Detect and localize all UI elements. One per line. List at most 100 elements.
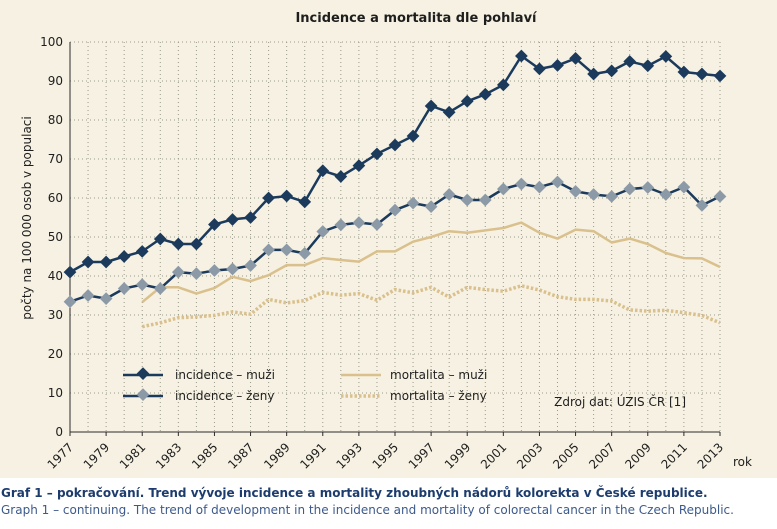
series-1-point	[569, 185, 582, 198]
series-0-point	[713, 69, 727, 83]
x-tick-label: 2003	[514, 440, 545, 471]
caption-czech: Graf 1 – pokračování. Trend vývoje incid…	[1, 486, 708, 500]
x-axis-label: rok	[733, 455, 752, 469]
series-1-point	[533, 180, 546, 194]
x-tick-label: 2011	[659, 440, 690, 471]
series-1-point	[605, 190, 619, 203]
axes	[69, 42, 721, 436]
series-1-point	[515, 177, 528, 191]
x-tick-label: 1987	[225, 440, 256, 471]
series-1-point	[153, 282, 167, 295]
x-tick-label: 1983	[153, 440, 184, 471]
series-1-point	[370, 218, 384, 231]
series-1-point	[262, 243, 275, 257]
series-0-point	[298, 195, 312, 209]
chart-figure: Incidence a mortalita dle pohlaví 0 10 20 3…	[0, 0, 777, 478]
x-tick-label: 1979	[81, 440, 112, 471]
series-0-point	[460, 94, 474, 108]
legend-label-mortalita-muzi: mortalita – muži	[390, 368, 487, 382]
y-tick-label: 90	[48, 74, 63, 88]
series-1-point	[478, 193, 492, 207]
y-tick-label: 50	[48, 230, 63, 244]
series-1-point	[424, 200, 438, 213]
x-tick-label: 2013	[695, 440, 726, 471]
series-1-point	[713, 190, 727, 203]
line-chart: Incidence a mortalita dle pohlaví 0 10 20 3…	[20, 11, 752, 472]
series-0-point	[442, 105, 456, 119]
series-0-point	[153, 232, 167, 246]
series-1-point	[316, 225, 330, 238]
series-1-point	[587, 188, 600, 201]
x-tick-label: 1995	[370, 440, 401, 471]
series-1-point	[99, 292, 113, 305]
series-1-point	[641, 181, 655, 194]
legend-label-mortalita-zeny: mortalita – ženy	[390, 389, 487, 403]
x-tick-label: 2009	[622, 440, 653, 471]
series-0-point	[99, 255, 113, 269]
legend-label-incidence-zeny: incidence – ženy	[175, 389, 274, 403]
series-1-point	[388, 203, 402, 217]
series-0-point	[171, 237, 185, 251]
series-0-point	[208, 218, 221, 231]
x-tick-label: 1999	[442, 440, 473, 471]
series-1-point	[63, 295, 77, 309]
y-tick-label: 100	[40, 35, 63, 49]
y-tick-label: 30	[48, 308, 63, 322]
x-tick-label: 1997	[406, 440, 437, 471]
series-1-point	[190, 267, 203, 281]
series-0-point	[190, 237, 203, 251]
y-tick-label: 10	[48, 386, 63, 400]
y-tick-labels: 0 10 20 30 40 50 60 70 80 90 100	[40, 35, 63, 439]
series-0-point	[605, 64, 619, 78]
grid	[70, 41, 721, 432]
series-1-point	[406, 196, 420, 210]
legend-label-incidence-muzi: incidence – muži	[175, 368, 275, 382]
series-1-point	[442, 188, 456, 201]
x-tick-label: 1989	[261, 440, 292, 471]
x-tick-label: 1981	[117, 440, 148, 471]
y-tick-label: 80	[48, 113, 63, 127]
series-1-point	[208, 264, 221, 277]
x-tick-label: 2001	[478, 440, 509, 471]
series-0-point	[117, 250, 131, 263]
x-tick-label: 1991	[297, 440, 328, 471]
series-1-point	[659, 188, 673, 201]
series-0-point	[316, 164, 330, 178]
legend-marker-incidence-muzi	[136, 367, 150, 380]
series-1-point	[460, 193, 474, 207]
series	[63, 49, 727, 329]
series-1-point	[117, 282, 131, 295]
x-tick-label: 2007	[586, 440, 617, 471]
series-1-point	[623, 182, 637, 196]
series-0-point	[352, 159, 366, 172]
source-note: Zdroj dat: ÚZIS ČR [1]	[554, 394, 686, 409]
series-0-point	[641, 59, 655, 73]
series-1-point	[352, 216, 366, 229]
series-0-point	[244, 211, 257, 224]
legend-marker-incidence-zeny	[136, 388, 150, 401]
x-tick-labels: 1977 1979 1981 1983 1985 1987 1989 1991 1993 1995…	[45, 440, 726, 471]
series-1-point	[226, 262, 239, 276]
series-0-point	[695, 67, 709, 81]
series-1-point	[496, 182, 510, 196]
series-0-point	[135, 245, 149, 258]
series-1-point	[298, 247, 312, 260]
y-tick-label: 0	[55, 425, 63, 439]
series-0-point	[63, 265, 77, 279]
series-1-point	[171, 265, 185, 279]
series-1-point	[244, 259, 257, 272]
series-1-point	[280, 243, 294, 257]
series-0-point	[81, 255, 95, 269]
x-tick-label: 1985	[189, 440, 220, 471]
y-tick-label: 20	[48, 347, 63, 361]
series-0-point	[623, 55, 637, 68]
series-0-point	[478, 87, 492, 101]
series-0-point	[406, 129, 420, 143]
series-0-point	[262, 191, 275, 205]
series-0-point	[370, 147, 384, 161]
y-tick-label: 40	[48, 269, 63, 283]
x-tick-label: 1977	[45, 440, 76, 471]
series-0-point	[388, 138, 402, 152]
series-0-point	[424, 99, 438, 113]
series-3-line	[141, 283, 721, 329]
